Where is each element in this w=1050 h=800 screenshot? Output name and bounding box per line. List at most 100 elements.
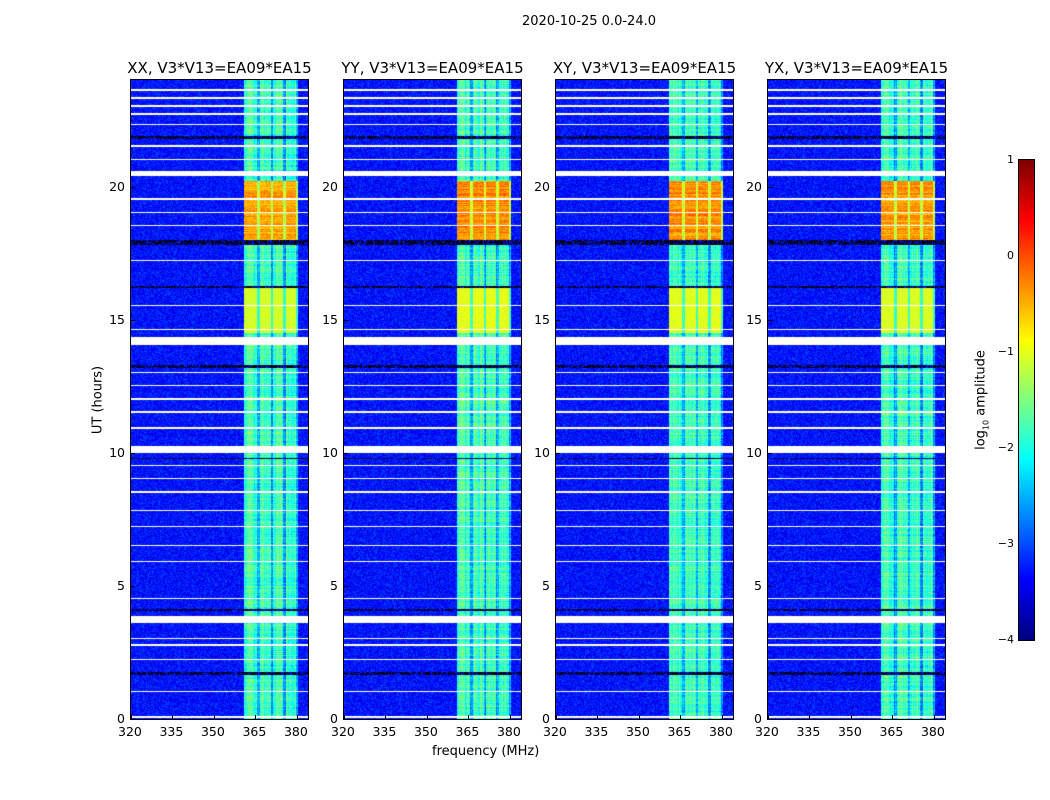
y-tick-label: 20 xyxy=(534,178,550,194)
colorbar-label-suffix: amplitude xyxy=(973,350,989,420)
y-tick-label: 20 xyxy=(322,178,338,194)
y-tick-mark xyxy=(556,186,560,188)
y-tick-label: 10 xyxy=(746,444,762,460)
waterfall-heatmap xyxy=(343,79,522,720)
y-tick-mark xyxy=(768,452,772,454)
y-tick-label: 20 xyxy=(109,178,125,194)
colorbar-label-sub: 10 xyxy=(981,419,991,431)
x-tick-label: 380 xyxy=(920,724,945,739)
y-tick-mark xyxy=(131,585,135,587)
colorbar-tick-label: −4 xyxy=(997,633,1014,646)
x-tick-mark xyxy=(509,715,511,719)
y-tick-label: 15 xyxy=(746,311,762,327)
colorbar-tick-label: 0 xyxy=(1007,249,1014,262)
x-tick-mark xyxy=(468,715,470,719)
y-tick-mark xyxy=(768,585,772,587)
x-tick-mark xyxy=(933,715,935,719)
x-tick-label: 380 xyxy=(283,724,308,739)
y-tick-label: 15 xyxy=(109,311,125,327)
colorbar xyxy=(1018,159,1035,641)
x-tick-label: 350 xyxy=(200,724,225,739)
panel-title: XY, V3*V13=EA09*EA15 xyxy=(552,59,737,77)
y-tick-label: 15 xyxy=(534,311,550,327)
x-tick-mark xyxy=(809,715,811,719)
y-tick-mark xyxy=(768,186,772,188)
waterfall-heatmap xyxy=(767,79,946,720)
panel-title: XX, V3*V13=EA09*EA15 xyxy=(127,59,312,77)
x-tick-mark xyxy=(721,715,723,719)
x-tick-label: 380 xyxy=(496,724,521,739)
y-tick-label: 0 xyxy=(754,711,762,726)
y-tick-mark xyxy=(344,719,348,720)
x-tick-mark xyxy=(296,715,298,719)
x-tick-label: 365 xyxy=(455,724,480,739)
y-tick-label: 5 xyxy=(330,577,338,593)
x-tick-mark xyxy=(850,715,852,719)
x-tick-label: 320 xyxy=(331,724,355,739)
x-tick-label: 350 xyxy=(837,724,862,739)
y-tick-mark xyxy=(131,719,135,720)
y-tick-mark xyxy=(131,186,135,188)
x-tick-mark xyxy=(172,715,174,719)
y-tick-mark xyxy=(556,585,560,587)
y-tick-mark xyxy=(131,452,135,454)
panel-title: YX, V3*V13=EA09*EA15 xyxy=(764,59,949,77)
x-tick-mark xyxy=(255,715,257,719)
y-tick-mark xyxy=(131,319,135,321)
y-tick-mark xyxy=(556,319,560,321)
y-tick-mark xyxy=(344,585,348,587)
x-tick-label: 365 xyxy=(242,724,267,739)
y-tick-label: 0 xyxy=(330,711,338,726)
x-tick-mark xyxy=(892,715,894,719)
y-tick-mark xyxy=(556,452,560,454)
y-tick-mark xyxy=(556,719,560,720)
colorbar-label-prefix: log xyxy=(973,430,989,450)
x-tick-label: 320 xyxy=(543,724,567,739)
y-tick-mark xyxy=(768,719,772,720)
colorbar-tick-label: −3 xyxy=(997,537,1014,550)
y-tick-label: 0 xyxy=(542,711,550,726)
waterfall-heatmap xyxy=(130,79,309,720)
y-tick-label: 10 xyxy=(109,444,125,460)
x-axis-label: frequency (MHz) xyxy=(432,744,540,759)
x-tick-mark xyxy=(344,715,345,719)
colorbar-tick-label: −1 xyxy=(997,345,1014,358)
x-tick-label: 320 xyxy=(755,724,779,739)
panel-title: YY, V3*V13=EA09*EA15 xyxy=(341,59,524,77)
colorbar-tick-label: 1 xyxy=(1007,153,1014,166)
x-tick-mark xyxy=(426,715,428,719)
x-tick-mark xyxy=(131,715,132,719)
colorbar-tick-label: −2 xyxy=(997,441,1014,454)
y-tick-mark xyxy=(768,319,772,321)
x-tick-mark xyxy=(213,715,215,719)
x-tick-label: 335 xyxy=(372,724,397,739)
y-axis-label: UT (hours) xyxy=(90,365,106,435)
y-tick-mark xyxy=(344,452,348,454)
y-tick-label: 0 xyxy=(117,711,125,726)
x-tick-label: 335 xyxy=(159,724,184,739)
x-tick-mark xyxy=(680,715,682,719)
x-tick-mark xyxy=(768,715,769,719)
y-tick-label: 5 xyxy=(754,577,762,593)
waterfall-heatmap xyxy=(555,79,734,720)
y-tick-label: 20 xyxy=(746,178,762,194)
colorbar-label: log10 amplitude xyxy=(974,350,991,450)
x-tick-mark xyxy=(556,715,557,719)
x-tick-mark xyxy=(638,715,640,719)
x-tick-mark xyxy=(385,715,387,719)
x-tick-label: 365 xyxy=(667,724,692,739)
figure-title: 2020-10-25 0.0-24.0 xyxy=(522,14,656,29)
x-tick-label: 350 xyxy=(625,724,650,739)
y-tick-label: 10 xyxy=(322,444,338,460)
y-tick-mark xyxy=(344,319,348,321)
y-tick-mark xyxy=(344,186,348,188)
y-tick-label: 5 xyxy=(117,577,125,593)
x-tick-label: 320 xyxy=(118,724,142,739)
x-tick-label: 335 xyxy=(584,724,609,739)
x-tick-label: 350 xyxy=(413,724,438,739)
x-tick-mark xyxy=(597,715,599,719)
y-tick-label: 15 xyxy=(322,311,338,327)
x-tick-label: 365 xyxy=(879,724,904,739)
y-tick-label: 10 xyxy=(534,444,550,460)
x-tick-label: 380 xyxy=(708,724,733,739)
